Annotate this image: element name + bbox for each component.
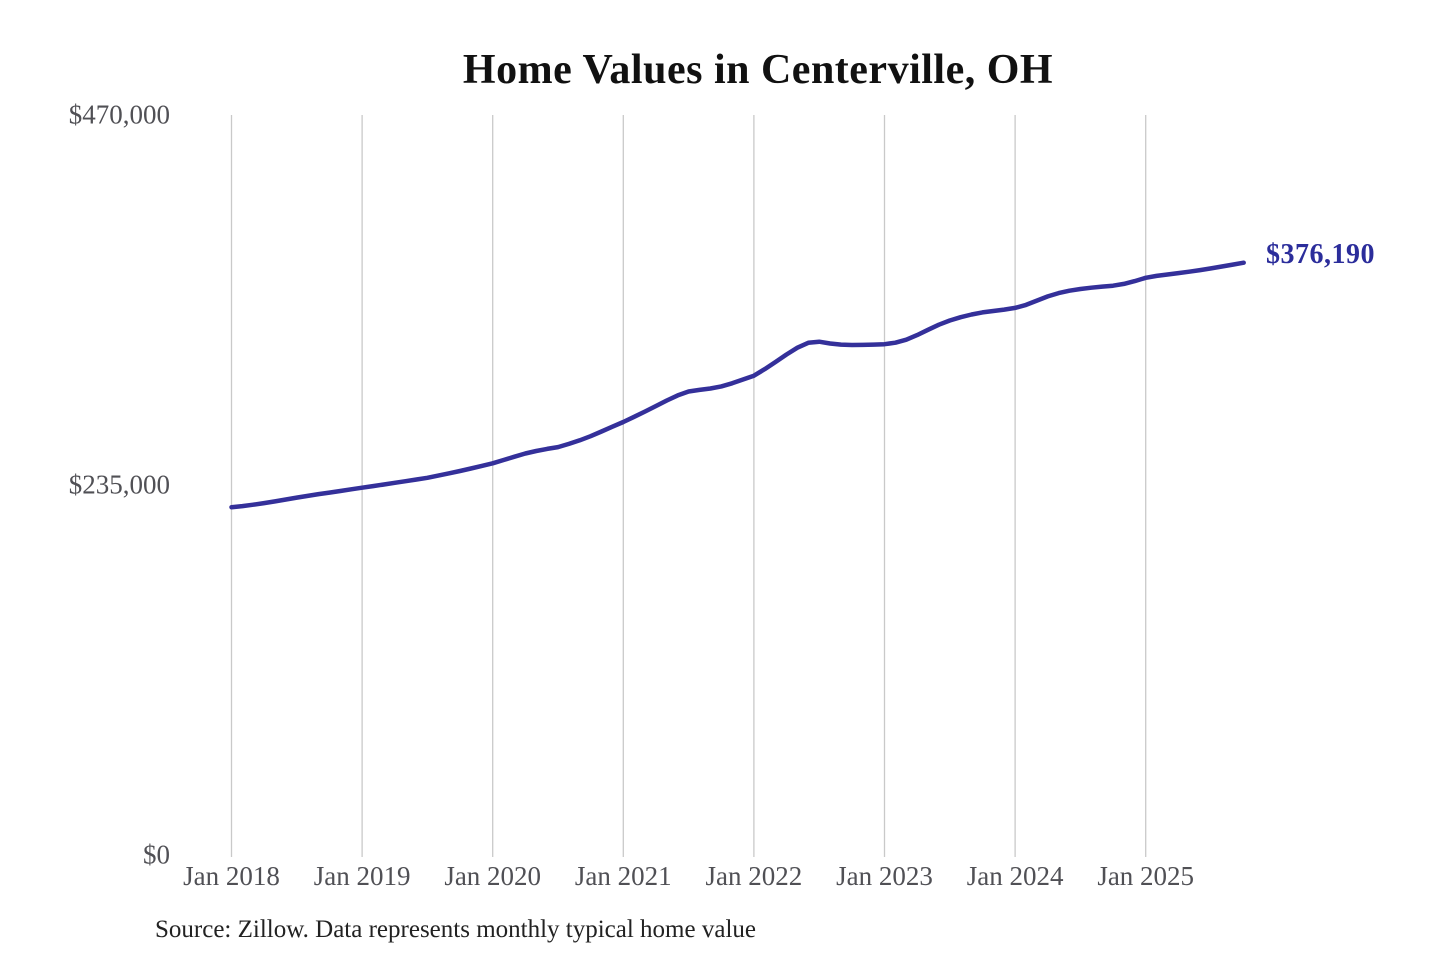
x-tick-label: Jan 2021 [574,861,672,891]
x-tick-label: Jan 2018 [183,861,280,891]
y-tick-label: $235,000 [68,469,170,500]
chart-title: Home Values in Centerville, OH [462,47,1054,93]
x-tick-label: Jan 2025 [1097,861,1195,891]
y-tick-label: $470,000 [68,99,170,130]
current-value-label: $376,190 [1266,239,1375,270]
source-note: Source: Zillow. Data represents monthly … [155,916,756,943]
y-tick-label: $0 [143,839,170,870]
x-tick-label: Jan 2023 [836,861,933,891]
x-tick-label: Jan 2024 [966,861,1064,891]
x-tick-label: Jan 2020 [444,861,542,891]
x-tick-label: Jan 2019 [313,861,411,891]
home-value-line-series [229,260,1246,510]
x-tick-label: Jan 2022 [705,861,803,891]
